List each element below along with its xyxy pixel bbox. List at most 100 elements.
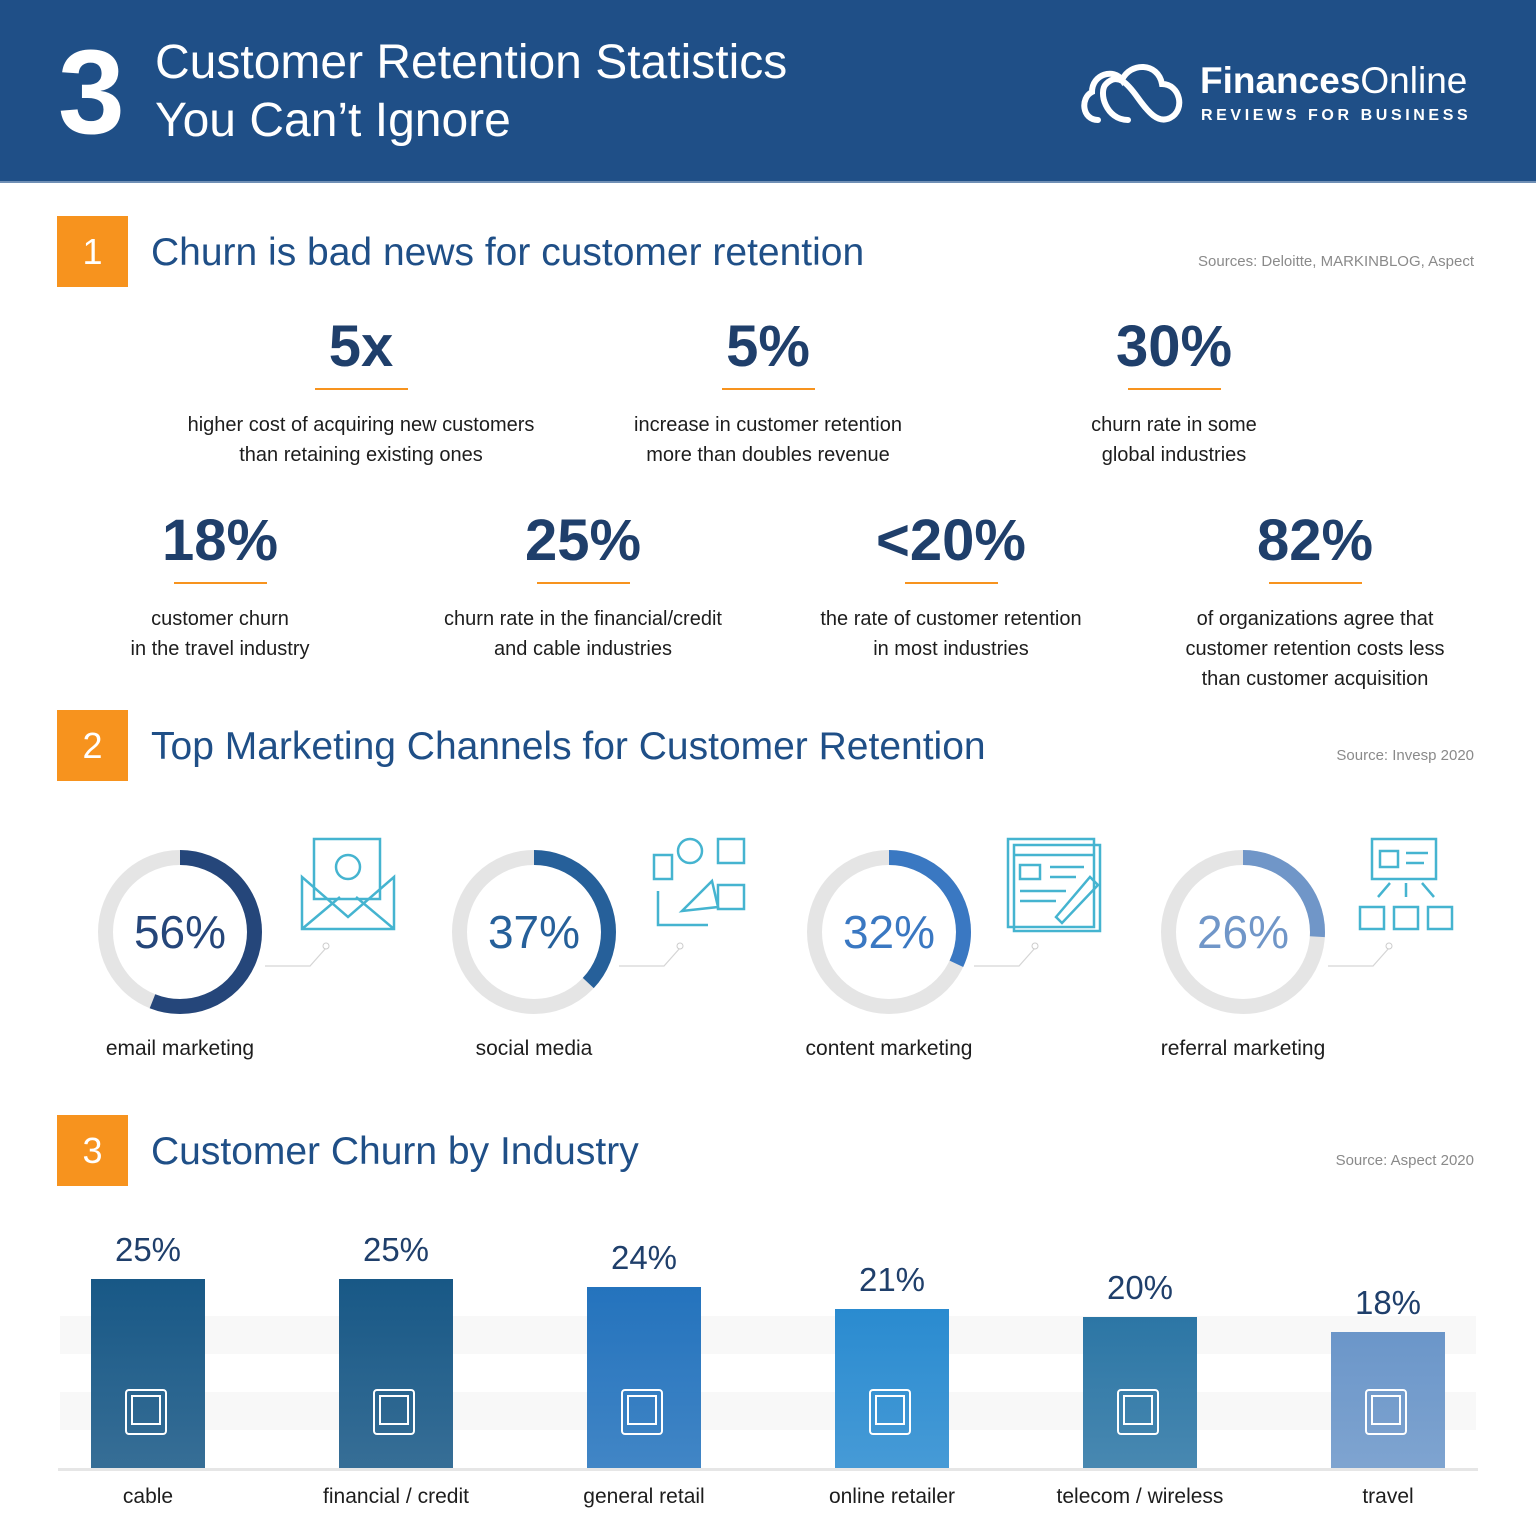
- donut-chart: [452, 850, 684, 1014]
- bar-value-label: 24%: [610, 1238, 678, 1276]
- money-bag-icon: [373, 1389, 415, 1435]
- section-number-1: 1: [57, 216, 128, 287]
- section-title-1: Churn is bad news for customer retention: [151, 231, 865, 274]
- stat-description: customer churn: [151, 608, 289, 630]
- header-banner: 3 Customer Retention Statistics You Can’…: [0, 0, 1536, 183]
- title-line-1: Customer Retention Statistics: [155, 36, 788, 89]
- bar: [587, 1286, 701, 1468]
- stat-description: in the travel industry: [130, 638, 310, 660]
- stat-description: churn rate in some: [1091, 414, 1257, 436]
- stat-description: than retaining existing ones: [239, 444, 483, 466]
- stat-block: 18% customer churn in the travel industry: [10, 506, 430, 664]
- donut-arc: [807, 850, 971, 1014]
- content-article-icon: [1006, 837, 1102, 933]
- connector-dot: [322, 942, 330, 950]
- stat-description: higher cost of acquiring new customers: [187, 414, 535, 436]
- bar: [835, 1309, 949, 1468]
- grid-band: [60, 1316, 1476, 1354]
- logo-wordmark: FinancesOnline: [1200, 60, 1468, 101]
- donut-value: 56%: [133, 906, 227, 958]
- connector-dot: [1385, 942, 1393, 950]
- donut-arc: [452, 850, 616, 1014]
- bar-category-label: telecom / wireless: [1056, 1485, 1224, 1508]
- donut-value: 37%: [487, 906, 581, 958]
- bar: [1083, 1316, 1197, 1468]
- stat-block: 5% increase in customer retention more tha…: [558, 312, 978, 470]
- donut-chart: [807, 850, 1039, 1014]
- bar-category-label: travel: [1362, 1485, 1414, 1508]
- stat-description: increase in customer retention: [634, 414, 902, 436]
- stat-block: 25% churn rate in the financial/credit and…: [373, 506, 793, 664]
- social-media-megaphone-icon: [652, 837, 746, 927]
- stat-value: 18%: [161, 508, 279, 573]
- stat-value: 5x: [328, 314, 394, 379]
- page-title: Customer Retention Statistics You Can’t …: [155, 34, 787, 150]
- connector-line: [974, 947, 1036, 967]
- connector-line: [619, 947, 681, 967]
- section-title-3: Customer Churn by Industry: [151, 1130, 639, 1173]
- grid-band: [60, 1392, 1476, 1430]
- bar: [1331, 1331, 1445, 1468]
- connector-line: [265, 947, 327, 967]
- bar: [339, 1279, 453, 1468]
- passport-icon: [1365, 1388, 1407, 1435]
- stat-value: 82%: [1256, 508, 1374, 573]
- donut-value: 32%: [842, 906, 936, 958]
- donut-chart: [98, 850, 330, 1014]
- stat-description: the rate of customer retention: [820, 608, 1082, 630]
- referral-network-icon: [1358, 837, 1454, 931]
- stat-description: customer retention costs less: [1185, 638, 1445, 660]
- bar-value-label: 25%: [114, 1231, 182, 1268]
- donut-category-label: referral marketing: [1160, 1037, 1326, 1060]
- stat-underline: [1127, 388, 1221, 390]
- section-source-2: Source: Invesp 2020: [1336, 747, 1474, 764]
- donut-category-label: email marketing: [105, 1037, 255, 1060]
- connector-line: [1328, 947, 1390, 967]
- stat-value: 5%: [726, 314, 810, 379]
- title-line-2: You Can’t Ignore: [155, 94, 511, 147]
- connector-dot: [676, 942, 684, 950]
- bar-value-label: 20%: [1106, 1268, 1174, 1306]
- stat-description: than customer acquisition: [1201, 668, 1429, 690]
- stat-value: <20%: [876, 508, 1026, 573]
- email-icon: [300, 837, 396, 931]
- bar-value-label: 18%: [1354, 1283, 1422, 1321]
- connector-dot: [1031, 942, 1039, 950]
- bar-category-label: cable: [122, 1485, 174, 1508]
- stat-description: of organizations agree that: [1196, 608, 1434, 630]
- donut-category-label: social media: [475, 1037, 593, 1060]
- tv-icon: [125, 1389, 167, 1435]
- bar-value-label: 25%: [362, 1231, 430, 1268]
- section-title-2: Top Marketing Channels for Customer Rete…: [151, 725, 986, 768]
- bar-category-label: online retailer: [828, 1485, 956, 1508]
- stat-underline: [721, 388, 815, 390]
- stat-block: 5x higher cost of acquiring new customers…: [151, 312, 571, 470]
- section-number-3: 3: [57, 1115, 128, 1186]
- section-source-3: Source: Aspect 2020: [1335, 1152, 1474, 1169]
- stat-description: in most industries: [873, 638, 1029, 660]
- logo-tagline: REVIEWS FOR BUSINESS: [1201, 107, 1472, 124]
- stat-underline: [536, 582, 630, 584]
- stat-underline: [1268, 582, 1362, 584]
- bar-category-label: general retail: [583, 1485, 705, 1508]
- section-number-2: 2: [57, 710, 128, 781]
- stat-description: global industries: [1101, 444, 1247, 466]
- online-cart-monitor-icon: [869, 1388, 911, 1435]
- section-source-1: Sources: Deloitte, MARKINBLOG, Aspect: [1198, 253, 1474, 270]
- stat-value: 25%: [524, 508, 642, 573]
- donut-chart: [1161, 850, 1393, 1014]
- stat-block: <20% the rate of customer retention in mos…: [741, 506, 1161, 664]
- stat-description: more than doubles revenue: [646, 444, 890, 466]
- stat-description: churn rate in the financial/credit: [444, 608, 722, 630]
- stat-block: 82% of organizations agree that customer r…: [1105, 506, 1525, 694]
- cloud-infinity-icon: [1081, 64, 1183, 123]
- donut-value: 26%: [1196, 906, 1290, 958]
- donut-category-label: content marketing: [805, 1037, 973, 1060]
- stat-value: 30%: [1115, 314, 1233, 379]
- bar-category-label: financial / credit: [323, 1485, 469, 1508]
- stat-underline: [173, 582, 267, 584]
- header-number: 3: [58, 25, 125, 159]
- bar-value-label: 21%: [858, 1261, 926, 1299]
- stat-underline: [314, 388, 408, 390]
- stat-description: and cable industries: [494, 638, 672, 660]
